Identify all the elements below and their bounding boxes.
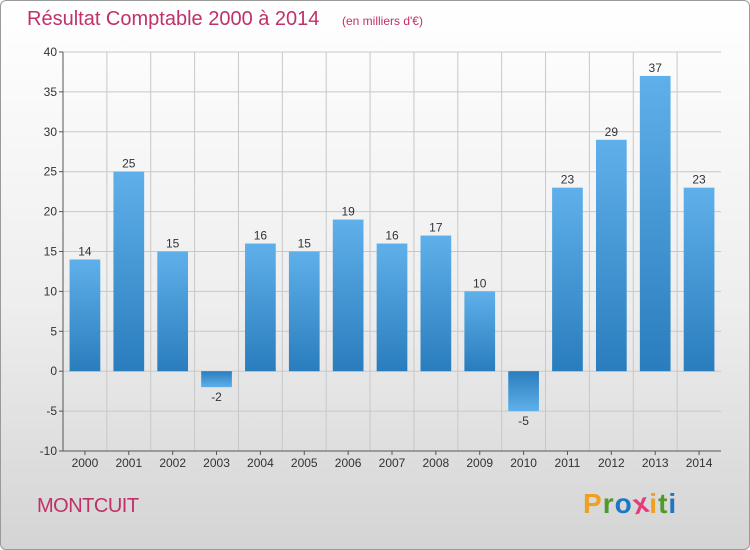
value-label: 25 [122, 157, 136, 171]
chart-title: Résultat Comptable 2000 à 2014 [27, 8, 320, 30]
axes [59, 51, 721, 455]
proxiti-logo: Proxiti [583, 487, 678, 521]
labels: -10 -5 0 5 10 15 20 25 30 35 40 14 2000 25 2001 15 2002 -… [40, 45, 713, 470]
x-tick-label: 2001 [115, 456, 142, 470]
y-tick-label: 15 [44, 245, 58, 259]
value-label: 15 [166, 237, 180, 251]
x-tick-label: 2009 [466, 456, 493, 470]
bar-2014 [683, 187, 715, 372]
y-tick-label: 20 [44, 205, 58, 219]
logo-letter: t [658, 488, 669, 519]
y-tick-label: 40 [44, 45, 58, 59]
value-label: 10 [473, 276, 487, 290]
bar-2012 [595, 139, 627, 372]
y-tick-label: 25 [44, 165, 58, 179]
bar-2009 [464, 291, 496, 372]
value-label: 37 [649, 61, 663, 75]
x-tick-label: 2003 [203, 456, 230, 470]
value-label: 23 [692, 173, 706, 187]
logo-letter: r [602, 488, 615, 519]
value-label: 16 [254, 229, 268, 243]
y-tick-label: -10 [40, 444, 58, 458]
y-tick-label: 30 [44, 125, 58, 139]
bar-2010 [508, 371, 539, 412]
value-label: 15 [298, 237, 312, 251]
x-tick-label: 2011 [555, 456, 581, 470]
logo-letter: i [668, 488, 678, 519]
y-tick-label: 10 [44, 284, 58, 298]
logo-letter: o [614, 488, 633, 519]
x-tick-label: 2007 [379, 456, 406, 470]
bar-2004 [245, 243, 276, 372]
x-tick-label: 2000 [72, 456, 99, 470]
value-label: 29 [605, 125, 619, 139]
x-tick-label: 2012 [598, 456, 625, 470]
value-label: 23 [561, 173, 575, 187]
x-tick-label: 2002 [159, 456, 186, 470]
value-label: -2 [211, 390, 222, 404]
y-tick-label: -5 [46, 404, 57, 418]
x-tick-label: 2010 [510, 456, 537, 470]
bar-2011 [552, 187, 583, 372]
chart-subtitle: (en milliers d'€) [342, 14, 423, 28]
value-label: 16 [385, 229, 399, 243]
logo-letter: i [649, 488, 659, 519]
bars [69, 75, 715, 412]
bar-2003 [201, 371, 232, 388]
y-tick-label: 5 [50, 324, 57, 338]
bar-2013 [639, 75, 671, 372]
x-tick-label: 2013 [642, 456, 669, 470]
bar-2005 [288, 251, 320, 372]
value-label: 19 [341, 205, 355, 219]
bar-2008 [420, 235, 452, 372]
value-label: 17 [429, 221, 443, 235]
town-name: MONTCUIT [37, 495, 139, 517]
y-tick-label: 35 [44, 85, 58, 99]
value-label: 14 [78, 244, 92, 258]
x-tick-label: 2008 [423, 456, 450, 470]
bar-2000 [69, 259, 101, 372]
logo-letter: P [583, 488, 603, 519]
y-tick-label: 0 [50, 364, 57, 378]
bar-2007 [376, 243, 408, 372]
x-tick-label: 2004 [247, 456, 274, 470]
bar-2002 [157, 251, 189, 372]
bar-2001 [113, 171, 145, 372]
bar-2006 [332, 219, 364, 372]
x-tick-label: 2014 [686, 456, 713, 470]
x-tick-label: 2006 [335, 456, 362, 470]
x-tick-label: 2005 [291, 456, 318, 470]
value-label: -5 [518, 414, 529, 428]
